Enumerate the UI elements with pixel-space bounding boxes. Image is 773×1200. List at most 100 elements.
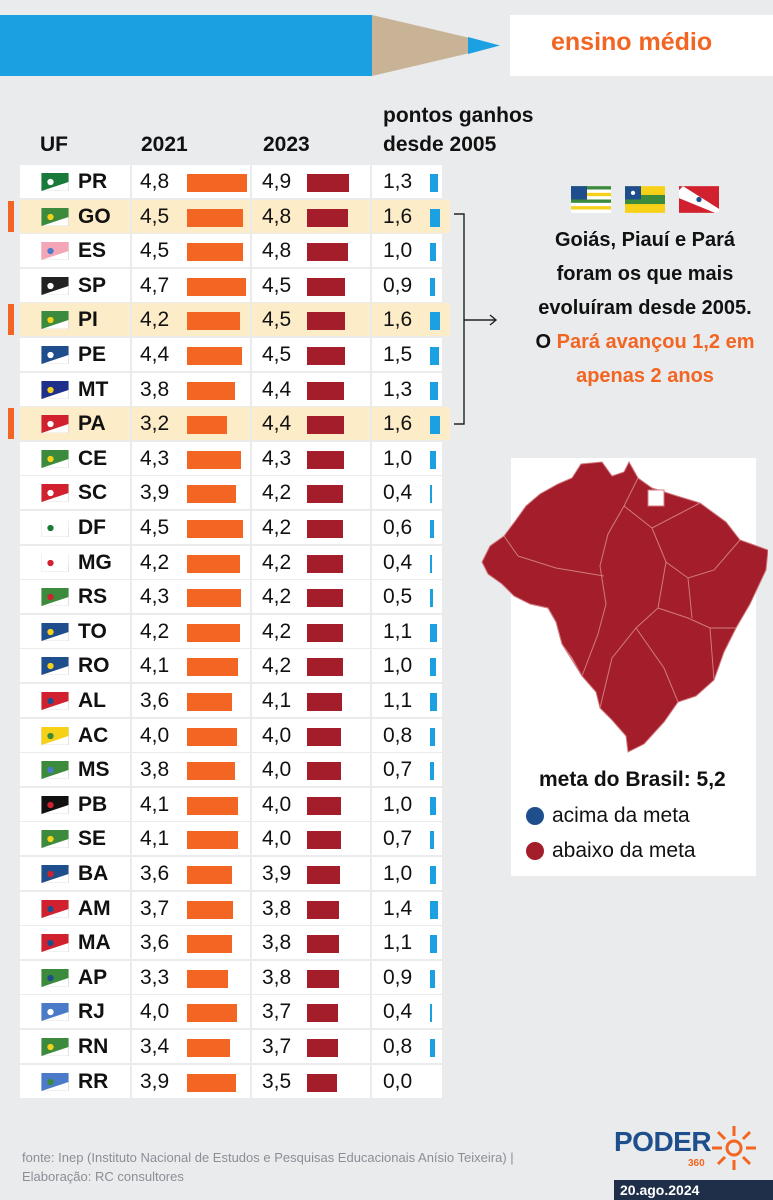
bar-2023 [307,728,341,746]
row-uf-label: ES [78,239,107,262]
callout-highlight-1: Pará avançou 1,2 em [556,331,755,353]
value-2021: 3,2 [140,412,170,435]
value-2023: 4,4 [262,412,292,435]
row-uf-label: RO [78,654,110,677]
value-points: 0,9 [383,966,413,989]
value-2023: 4,2 [262,654,292,677]
flag-go-icon [571,186,611,213]
bar-2021 [187,1004,237,1022]
bar-2021 [187,901,233,919]
cell-uf [20,615,130,648]
bar-points [430,762,434,780]
header-banner: ensino médio [0,0,773,78]
value-points: 1,0 [383,862,413,885]
cell-uf [20,200,130,233]
bar-2021 [187,762,235,780]
table-row: RN 3,4 3,7 0,8 [20,1030,773,1063]
flag-ce-icon [41,450,69,468]
value-2021: 4,3 [140,585,170,608]
value-2023: 4,5 [262,308,292,331]
callout-line-3: evoluíram desde 2005. [538,297,752,319]
flag-es-icon [41,242,69,260]
cell-uf [20,961,130,994]
bar-2021 [187,174,247,192]
bar-2023 [307,312,345,330]
value-2021: 3,9 [140,1070,170,1093]
value-2021: 4,3 [140,447,170,470]
value-points: 0,8 [383,724,413,747]
goal-label: meta do Brasil: 5,2 [539,768,726,791]
flag-ma-icon [41,934,69,952]
bar-points [430,589,433,607]
bar-points [430,797,436,815]
bar-2021 [187,831,238,849]
bar-2023 [307,485,343,503]
row-uf-label: MA [78,931,111,954]
row-uf-label: PA [78,412,106,435]
value-points: 1,6 [383,308,413,331]
bar-points [430,278,435,296]
bar-2021 [187,485,236,503]
flag-pe-icon [41,346,69,364]
flag-se-icon [41,830,69,848]
callout-line-1: Goiás, Piauí e Pará [554,229,736,251]
table-row: MG 4,2 4,2 0,4 [20,546,773,579]
bar-points [430,728,435,746]
row-uf-label: RR [78,1070,109,1093]
cell-uf [20,788,130,821]
value-2021: 3,8 [140,758,170,781]
flag-ap-icon [41,969,69,987]
bar-2021 [187,589,241,607]
bar-points [430,451,436,469]
cell-uf [20,165,130,198]
bar-2023 [307,209,348,227]
row-uf-label: RS [78,585,108,608]
cell-uf [20,234,130,267]
table-row: DF 4,5 4,2 0,6 [20,511,773,544]
col-header-2021: 2021 [141,133,188,156]
flag-sp-icon [41,277,69,295]
row-uf-label: AP [78,966,108,989]
value-2021: 4,5 [140,239,170,262]
cell-uf [20,995,130,1028]
brazil-map-panel: meta do Brasil: 5,2 acima da meta abaixo… [481,458,768,876]
value-points: 1,0 [383,239,413,262]
table-row: PI 4,2 4,5 1,6 [8,303,773,336]
value-2021: 4,1 [140,793,170,816]
row-uf-label: AM [78,897,111,920]
value-2023: 4,2 [262,516,292,539]
bar-points [430,347,439,365]
bar-points [430,555,432,573]
bar-2021 [187,416,227,434]
bar-2023 [307,347,345,365]
bar-2023 [307,901,339,919]
table-row: SC 3,9 4,2 0,4 [20,476,773,509]
table-row: MA 3,6 3,8 1,1 [20,926,773,959]
value-2023: 4,2 [262,551,292,574]
bar-points [430,209,440,227]
logo-word: PODER [614,1126,712,1157]
value-2021: 3,3 [140,966,170,989]
bar-2023 [307,1039,338,1057]
row-uf-label: PE [78,343,107,366]
brazil-map [481,460,768,753]
highlight-marker [8,304,14,335]
row-uf-label: TO [78,620,107,643]
row-uf-label: GO [78,205,111,228]
value-2021: 4,1 [140,654,170,677]
table-row: PA 3,2 4,4 1,6 [8,407,773,440]
cell-uf [20,338,130,371]
bar-2021 [187,555,240,573]
table-row: GO 4,5 4,8 1,6 [8,200,773,233]
bar-2021 [187,243,243,261]
value-2023: 4,2 [262,585,292,608]
value-points: 0,7 [383,758,413,781]
flag-al-icon [41,692,69,710]
value-points: 0,5 [383,585,413,608]
bar-2021 [187,970,228,988]
cell-uf [20,892,130,925]
value-points: 0,7 [383,827,413,850]
bar-points [430,174,438,192]
poder360-logo: PODER 360 [614,1124,759,1172]
legend-label-below: abaixo da meta [552,839,696,862]
